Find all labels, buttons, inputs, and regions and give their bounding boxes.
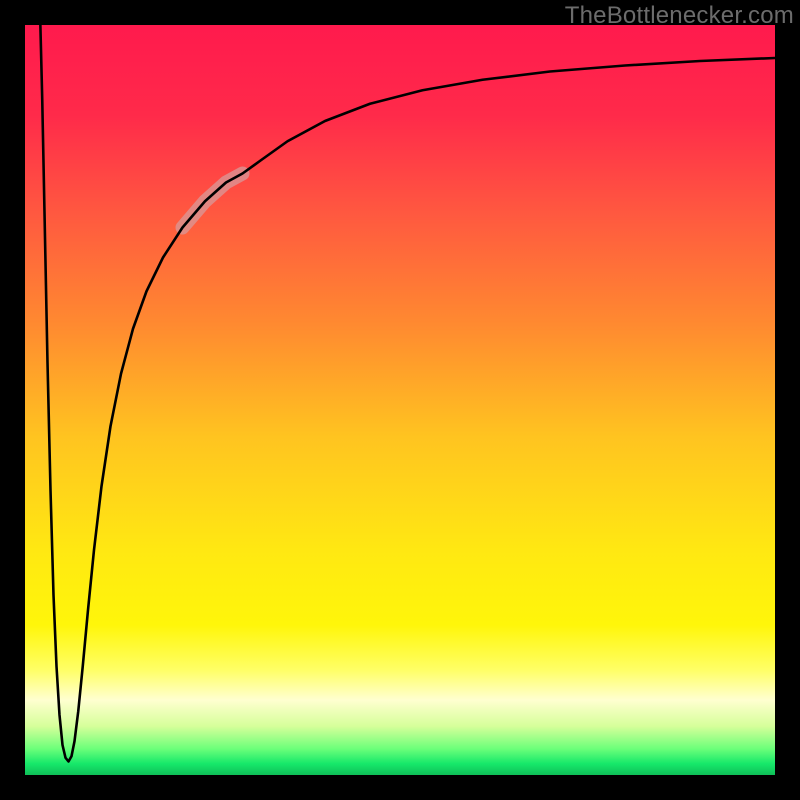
gradient-background — [25, 25, 775, 775]
chart-frame: TheBottlenecker.com — [0, 0, 800, 800]
watermark-text: TheBottlenecker.com — [565, 2, 794, 30]
plot-area — [25, 25, 775, 775]
bottleneck-chart-svg — [25, 25, 775, 775]
